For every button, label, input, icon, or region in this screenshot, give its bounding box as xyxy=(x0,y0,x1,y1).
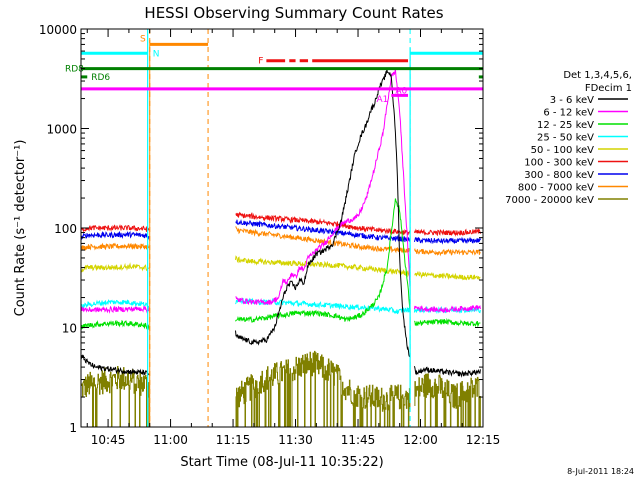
series-line-1-2 xyxy=(413,247,481,257)
flag-label-night: N xyxy=(153,49,160,59)
flag-label-rd8: RD8 xyxy=(65,65,84,75)
legend-label-8: 7000 - 20000 keV xyxy=(505,195,594,206)
series-line-3-0 xyxy=(81,224,150,233)
legend-label-4: 50 - 100 keV xyxy=(531,145,595,156)
series-line-3-2 xyxy=(413,227,481,237)
y-axis-label: Count Rate (s⁻¹ detector⁻¹) xyxy=(13,140,28,317)
series-line-7-2 xyxy=(413,304,481,314)
y-tick-label-0: 1 xyxy=(69,421,77,435)
plot-content xyxy=(81,29,483,427)
series-line-6-2 xyxy=(414,317,481,328)
series-line-7-0 xyxy=(81,305,150,314)
series-line-0-2 xyxy=(414,373,481,427)
series-line-2-0 xyxy=(81,230,150,241)
series-line-2-2 xyxy=(413,236,481,245)
legend-label-3: 25 - 50 keV xyxy=(537,133,594,144)
series-line-4-0 xyxy=(81,262,150,273)
series-line-6-1 xyxy=(235,198,411,323)
y-tick-label-3: 1000 xyxy=(46,123,77,137)
series-line-2-1 xyxy=(235,219,411,243)
series-line-5-0 xyxy=(81,299,150,311)
legend-label-7: 800 - 7000 keV xyxy=(518,183,594,194)
y-tick-label-1: 10 xyxy=(62,322,77,336)
series-line-8-0 xyxy=(81,354,150,377)
series-line-8-1 xyxy=(235,69,411,358)
series-line-1-0 xyxy=(81,242,150,252)
series-line-3-1 xyxy=(235,211,411,236)
series-line-0-0 xyxy=(81,366,150,427)
x-tick-label-6: 12:15 xyxy=(466,433,501,447)
chart-title: HESSI Observing Summary Count Rates xyxy=(144,4,443,22)
x-tick-label-4: 11:45 xyxy=(341,433,376,447)
legend-label-6: 300 - 800 keV xyxy=(524,170,594,181)
x-tick-label-5: 12:00 xyxy=(403,433,438,447)
axes: 10:45 11:00 11:15 11:30 11:45 12:00 12:15 1 10 10… xyxy=(39,23,500,447)
x-tick-label-0: 10:45 xyxy=(91,433,126,447)
flag-label-a0: A0 xyxy=(395,86,407,96)
x-tick-label-2: 11:15 xyxy=(216,433,251,447)
legend-label-2: 12 - 25 keV xyxy=(537,120,594,131)
series-line-7-1 xyxy=(235,68,411,306)
x-axis-label: Start Time (08-Jul-11 10:35:22) xyxy=(180,455,383,470)
legend-header-0: Det 1,3,4,5,6, xyxy=(563,70,632,81)
flag-label-rd6: RD6 xyxy=(91,73,110,83)
plot-area: SN F RD8 RD6 A1 A0 xyxy=(65,29,483,427)
series-line-4-1 xyxy=(235,255,411,278)
series-line-4-2 xyxy=(414,271,481,281)
legend-header-1: FDecim 1 xyxy=(585,83,632,94)
series-line-0-1 xyxy=(235,350,411,427)
series-line-6-0 xyxy=(81,319,150,330)
flag-label-saa: S xyxy=(140,34,146,44)
legend-label-0: 3 - 6 keV xyxy=(550,95,594,106)
y-tick-label-4: 10000 xyxy=(39,23,77,37)
series-line-1-1 xyxy=(235,226,411,254)
legend-label-5: 100 - 300 keV xyxy=(524,158,594,169)
legend: Det 1,3,4,5,6, FDecim 13 - 6 keV 6 - 12 ke… xyxy=(505,70,632,206)
series-line-5-1 xyxy=(235,297,411,315)
flag-label-flare: F xyxy=(258,57,263,67)
legend-label-1: 6 - 12 keV xyxy=(543,108,594,119)
flag-label-a1: A1 xyxy=(376,95,388,105)
timestamp: 8-Jul-2011 18:24 xyxy=(567,467,634,476)
series-line-8-2 xyxy=(413,366,481,378)
x-tick-label-1: 11:00 xyxy=(153,433,188,447)
x-tick-label-3: 11:30 xyxy=(278,433,313,447)
y-tick-label-2: 100 xyxy=(54,222,77,236)
